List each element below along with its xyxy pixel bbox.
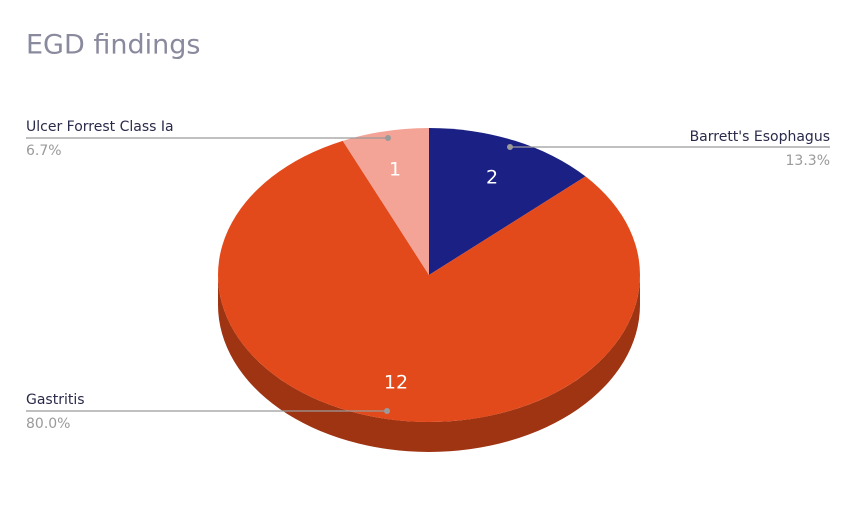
leader-dot: [507, 144, 513, 150]
slice-value-label: 1: [389, 159, 401, 181]
leader-dot: [385, 135, 391, 141]
pie-slice: [218, 140, 640, 422]
percentage-label: 13.3%: [786, 153, 830, 169]
pie-slice: [429, 128, 586, 275]
slice-value-label: 2: [486, 167, 498, 189]
slice-value-label: 12: [384, 372, 408, 394]
pie-side: [218, 275, 640, 452]
legend-label: Gastritis: [26, 392, 85, 408]
pie-slice: [342, 128, 429, 275]
legend-label: Ulcer Forrest Class Ia: [26, 119, 174, 135]
chart-title: EGD findings: [26, 30, 200, 61]
percentage-label: 80.0%: [26, 416, 70, 432]
legend-label: Barrett's Esophagus: [690, 129, 830, 145]
leader-dot: [384, 408, 390, 414]
percentage-label: 6.7%: [26, 143, 62, 159]
